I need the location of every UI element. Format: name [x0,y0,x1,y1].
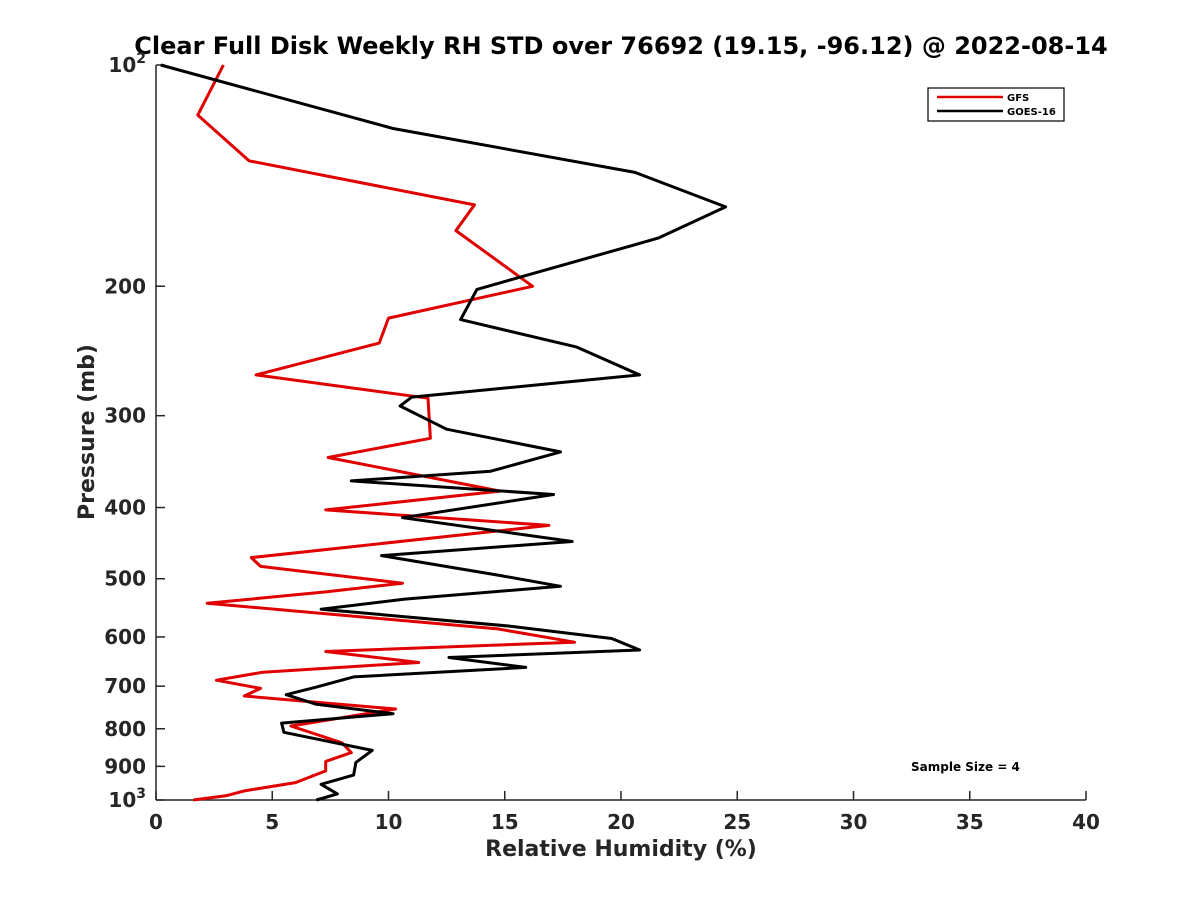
y-tick-label: 900 [104,754,146,778]
y-tick-label: 700 [104,674,146,698]
y-tick-label: 600 [104,625,146,649]
y-tick-label: 300 [104,404,146,428]
x-tick-label: 30 [840,810,868,834]
legend: GFS GOES-16 [927,87,1065,122]
series-line-goes16 [160,63,728,802]
x-tick-label: 5 [265,810,279,834]
x-tick-label: 0 [149,810,163,834]
y-tick-label: 400 [104,496,146,520]
x-ticks: 0 5 10 15 20 25 30 35 40 [149,791,1100,834]
y-tick-label: 102 [108,51,146,77]
x-axis-label: Relative Humidity (%) [485,837,757,862]
x-tick-label: 25 [723,810,751,834]
y-tick-label: 800 [104,717,146,741]
y-tick-label: 500 [104,567,146,591]
plot-area: 0 5 10 15 20 25 30 35 40 102 200 300 400 500 600 700 80… [104,51,1100,834]
y-tick-label: 200 [104,274,146,298]
y-tick-label: 103 [108,786,146,812]
y-ticks: 102 200 300 400 500 600 700 800 900 103 [104,51,165,812]
chart-title: Clear Full Disk Weekly RH STD over 76692… [134,32,1107,60]
x-tick-label: 10 [375,810,403,834]
x-tick-label: 20 [607,810,635,834]
x-tick-label: 35 [956,810,984,834]
sample-size-annotation: Sample Size = 4 [911,760,1020,774]
legend-label-goes16: GOES-16 [1007,107,1056,118]
x-tick-label: 40 [1072,810,1100,834]
series-lines [160,63,728,802]
x-tick-label: 15 [491,810,519,834]
legend-label-gfs: GFS [1007,93,1029,104]
series-line-gfs [193,64,576,802]
legend-box [927,87,1065,122]
y-axis-label: Pressure (mb) [75,344,100,520]
